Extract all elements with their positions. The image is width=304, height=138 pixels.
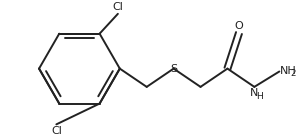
Text: NH: NH [280, 66, 297, 75]
Text: S: S [170, 64, 177, 74]
Text: N: N [250, 88, 258, 98]
Text: Cl: Cl [51, 126, 62, 136]
Text: 2: 2 [290, 69, 296, 78]
Text: Cl: Cl [112, 2, 123, 12]
Text: O: O [235, 21, 243, 31]
Text: H: H [256, 92, 263, 101]
